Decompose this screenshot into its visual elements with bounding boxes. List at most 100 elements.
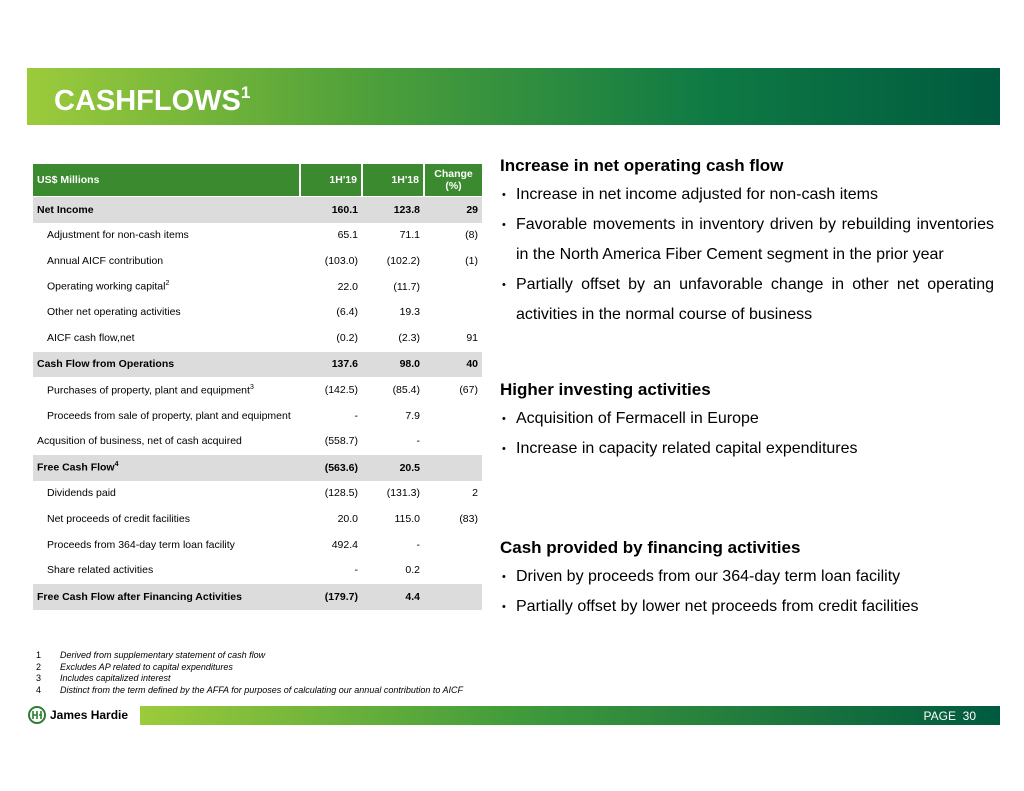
cell: 492.4 [331,538,358,551]
label-text: Other net operating activities [47,306,181,319]
change-cell: (8) [465,229,478,242]
table-row: Purchases of property, plant and equipme… [33,377,482,403]
empty-cell [424,557,482,583]
row-label: Annual AICF contribution [33,248,300,274]
cell: (11.7) [393,280,420,293]
section: Higher investing activities Acquisition o… [500,380,994,464]
table-row: Proceeds from sale of property, plant an… [33,403,482,429]
label-text: Purchases of property, plant and equipme… [47,384,250,397]
cell: 123.8 [362,195,424,223]
cell: 115.0 [394,512,421,525]
cell: 160.1 [300,195,362,223]
cell: (102.2) [386,254,420,267]
table-row: Free Cash Flow4 (563.6) 20.5 [33,453,482,481]
label-text: AICF cash flow,net [47,331,135,344]
page-num: 30 [962,709,976,723]
row-label: Proceeds from 364-day term loan facility [33,532,300,558]
cell: (85.4) [392,383,420,396]
bullet: Acquisition of Fermacell in Europe [500,404,994,434]
label-text: Proceeds from 364-day term loan facility [47,538,235,551]
footnote-mark: 2 [36,661,42,672]
cell: 19.3 [399,306,420,319]
bullet: Partially offset by lower net proceeds f… [500,592,994,622]
cell: 98.0 [362,350,424,378]
cell: (131.3) [386,487,420,500]
footnote-text: Derived from supplementary statement of … [60,650,266,660]
change-cell: (1) [465,254,478,267]
label-text: Adjustment for non-cash items [47,229,189,242]
empty-cell [424,532,482,558]
row-label: Adjustment for non-cash items [33,223,300,249]
cell: 71.1 [399,229,420,242]
label-text: Net Income [37,203,94,216]
cell: (103.0) [324,254,358,267]
page-label: PAGE [923,709,956,723]
label-sup: 2 [165,280,170,288]
change-cell: 40 [424,350,482,378]
change-cell: 91 [466,331,478,344]
label-text: Acqusition of business, net of cash acqu… [37,435,242,448]
bullet-list: Driven by proceeds from our 364-day term… [500,562,994,622]
row-label: Free Cash Flow after Financing Activitie… [33,582,300,610]
bullet-list: Acquisition of Fermacell in EuropeIncrea… [500,404,994,464]
change-cell: 29 [424,195,482,223]
title-sup: 1 [240,83,251,102]
title-text: CASHFLOWS [54,85,241,117]
table-row: Adjustment for non-cash items 65.1 71.1 (8) [33,223,482,249]
cell: 4.4 [362,582,424,610]
table-row: Annual AICF contribution (103.0) (102.2) (1… [33,248,482,274]
section: Cash provided by financing activities Dri… [500,538,994,622]
change-cell: (83) [459,512,478,525]
label-text: Free Cash Flow [37,461,115,474]
footnote-mark: 1 [36,650,42,660]
label-text: Operating working capital [47,280,166,293]
cell: (563.6) [300,453,362,481]
row-label: Cash Flow from Operations [33,350,300,378]
table-row: Acqusition of business, net of cash acqu… [33,428,482,454]
cell: 7.9 [405,409,420,422]
cell: - [354,564,359,577]
table-row: Net proceeds of credit facilities 20.0 115… [33,506,482,532]
column-header: 1H'19 [299,164,362,197]
table-row: Share related activities - 0.2 [33,557,482,583]
bullet: Increase in capacity related capital exp… [500,434,994,464]
empty-cell [424,403,482,429]
cell: (558.7) [324,435,358,448]
table-row: Operating working capital2 22.0 (11.7) [33,274,482,300]
logo: James Hardie [28,706,128,724]
label-sup: 3 [249,383,254,391]
table-row: AICF cash flow,net (0.2) (2.3) 91 [33,325,482,351]
empty-cell [424,274,482,300]
table-row: Dividends paid (128.5) (131.3) 2 [33,481,482,507]
column-header: Change (%) [423,164,482,197]
section: Increase in net operating cash flow Incre… [500,156,994,330]
cell: 65.1 [337,229,358,242]
footnote-mark: 3 [36,673,42,683]
cell: 0.2 [405,564,420,577]
cell: 20.0 [337,512,358,525]
cell: 20.5 [362,453,424,481]
section-heading: Higher investing activities [500,380,711,399]
row-label: Proceeds from sale of property, plant an… [33,403,300,429]
header-band [27,68,1000,125]
commentary: Increase in net operating cash flow Incre… [500,156,994,622]
label-text: Annual AICF contribution [47,254,164,267]
footnote: 3 Includes capitalized interest [36,673,463,685]
bullet: Driven by proceeds from our 364-day term… [500,562,994,592]
label-text: Free Cash Flow after Financing Activitie… [37,590,242,603]
footer-bar [140,706,1000,725]
row-label: AICF cash flow,net [33,325,300,351]
cell: 137.6 [300,350,362,378]
footnote-text: Distinct from the term defined by the AF… [60,684,464,695]
footnote: 2 Excludes AP related to capital expendit… [36,662,463,674]
cell: (0.2) [336,331,358,344]
row-label: Acqusition of business, net of cash acqu… [33,428,300,454]
change-cell: (67) [459,383,478,396]
section-heading: Cash provided by financing activities [500,538,801,557]
table-row: Proceeds from 364-day term loan facility… [33,532,482,558]
row-label: Net Income [33,195,300,223]
empty-cell [424,453,482,481]
page-number: PAGE 30 [924,709,977,723]
table-row: Cash Flow from Operations 137.6 98.0 40 [33,350,482,378]
cell: (2.3) [398,331,420,344]
